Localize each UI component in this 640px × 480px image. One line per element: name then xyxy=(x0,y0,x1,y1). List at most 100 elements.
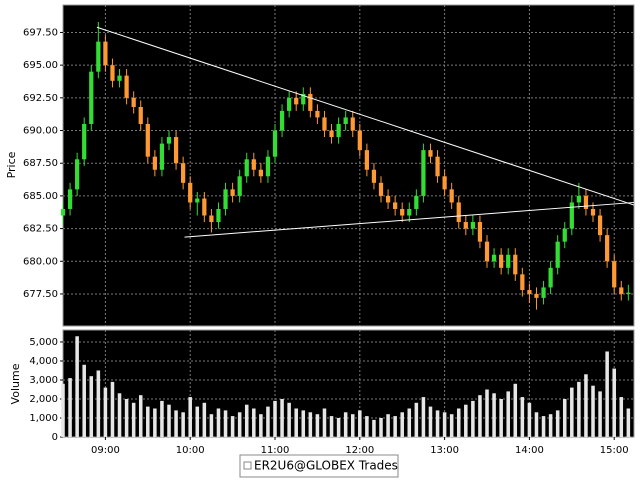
candle-body xyxy=(301,93,306,105)
volume-bar xyxy=(237,412,242,437)
volume-bar xyxy=(89,376,94,437)
x-tick-label: 12:00 xyxy=(345,445,374,456)
volume-bar xyxy=(124,398,129,437)
volume-bar xyxy=(534,412,539,437)
volume-bar xyxy=(68,378,72,437)
volume-plot-area xyxy=(62,329,635,438)
y-tick-label: 695.00 xyxy=(23,60,58,71)
candle-body xyxy=(159,143,165,170)
legend-label: ER2U6@GLOBEX Trades xyxy=(254,459,398,473)
x-tick-label: 10:00 xyxy=(176,445,205,456)
candle-body xyxy=(400,208,405,216)
volume-bar xyxy=(216,408,221,437)
candle-body xyxy=(265,156,271,177)
y-tick-label: 2,000 xyxy=(29,394,58,405)
x-tick-label: 13:00 xyxy=(430,445,459,456)
volume-bar xyxy=(103,387,108,437)
volume-bar xyxy=(619,397,624,437)
volume-bar xyxy=(358,410,362,437)
candle-body xyxy=(562,228,567,242)
candle-body xyxy=(470,222,475,229)
volume-bar xyxy=(442,412,447,437)
volume-bar xyxy=(506,391,510,437)
volume-bar xyxy=(386,414,390,437)
candle-body xyxy=(477,222,483,242)
candle-body xyxy=(103,41,108,66)
volume-bar xyxy=(428,406,433,437)
candle-body xyxy=(491,254,497,262)
volume-bar xyxy=(393,416,397,437)
y-tick-label: 5,000 xyxy=(29,337,58,348)
candle-body xyxy=(590,208,596,216)
y-axis-label: Volume xyxy=(9,363,22,404)
volume-bar xyxy=(605,351,609,437)
candle-body xyxy=(407,208,412,216)
volume-bar xyxy=(195,406,200,437)
candle-body xyxy=(195,198,200,203)
volume-bar xyxy=(478,395,482,437)
candle-body xyxy=(456,202,461,223)
candle-body xyxy=(449,189,454,203)
volume-bar xyxy=(499,398,503,437)
volume-bar xyxy=(223,410,228,437)
candle-body xyxy=(463,222,468,229)
y-tick-label: 680.00 xyxy=(23,256,58,267)
volume-bar xyxy=(555,410,560,437)
candle-body xyxy=(75,159,80,190)
candle-body xyxy=(583,195,589,209)
volume-bar xyxy=(146,406,150,437)
candle-body xyxy=(336,123,341,138)
candle-body xyxy=(435,156,440,177)
volume-bar xyxy=(407,408,412,437)
candle-body xyxy=(181,163,186,183)
y-tick-label: 692.50 xyxy=(23,93,58,104)
candle-body xyxy=(82,123,87,160)
candle-body xyxy=(117,75,122,81)
volume-bar xyxy=(372,419,376,437)
volume-bar xyxy=(294,408,298,437)
candle-body xyxy=(350,117,355,131)
volume-bar xyxy=(541,416,546,437)
volume-bar xyxy=(308,412,313,437)
candle-body xyxy=(484,241,490,262)
volume-bar xyxy=(584,374,588,437)
candle-body xyxy=(294,97,299,105)
candle-body xyxy=(244,159,249,177)
y-axis-label: Price xyxy=(5,151,18,178)
volume-bar xyxy=(449,414,454,437)
volume-bar xyxy=(464,404,468,437)
volume-bar xyxy=(400,412,404,437)
candle-body xyxy=(626,292,631,294)
candle-body xyxy=(315,110,320,118)
volume-bar xyxy=(280,398,284,437)
candle-body xyxy=(166,137,172,144)
volume-bar xyxy=(273,400,277,437)
volume-bar xyxy=(96,370,101,437)
candle-body xyxy=(96,41,101,72)
legend-swatch xyxy=(243,461,252,470)
volume-bar xyxy=(612,368,616,437)
volume-bar xyxy=(315,414,320,437)
candle-body xyxy=(378,182,384,196)
candle-body xyxy=(131,97,136,107)
volume-bar xyxy=(174,410,178,437)
candle-body xyxy=(506,254,511,268)
volume-bar xyxy=(485,389,489,437)
volume-bar xyxy=(562,398,567,437)
volume-bar xyxy=(209,414,214,437)
candle-body xyxy=(499,254,504,268)
volume-bar xyxy=(202,402,207,437)
volume-bar xyxy=(598,391,602,437)
price-plot-area xyxy=(62,4,635,327)
candle-body xyxy=(428,150,433,157)
candle-body xyxy=(520,274,525,291)
volume-bar xyxy=(61,383,65,437)
candle-body xyxy=(393,202,398,209)
candle-body xyxy=(110,65,115,81)
volume-bar xyxy=(471,400,475,437)
candle-body xyxy=(237,176,242,196)
candle-body xyxy=(371,169,377,183)
candle-body xyxy=(272,130,278,157)
volume-bar xyxy=(131,402,136,437)
